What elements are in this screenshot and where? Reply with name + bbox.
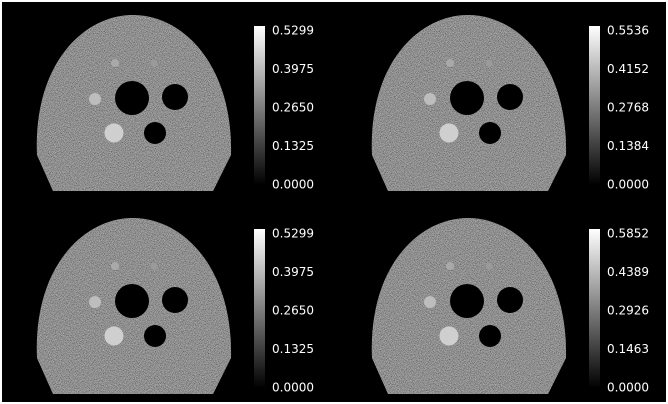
colorbar [589,229,600,388]
colorbar-tick-label: 0.1463 [607,342,649,356]
colorbar-tick-label: 0.1325 [272,342,314,356]
colorbar [589,26,600,185]
colorbar-tick-label: 0.5852 [607,227,649,241]
colorbar-tick-label: 0.0000 [607,381,649,395]
colorbar-tick-label: 0.0000 [272,381,314,395]
colorbar-tick-label: 0.3975 [272,62,314,76]
colorbar-tick-label: 0.2650 [272,101,314,115]
colorbar-tick-label: 0.5299 [272,24,314,38]
colorbar-tick-label: 0.2650 [272,304,314,318]
colorbar-tick-label: 0.5536 [607,24,649,38]
colorbar-tick-label: 0.1384 [607,139,649,153]
colorbar-tick-label: 0.0000 [272,178,314,192]
colorbar-tick-label: 0.3975 [272,265,314,279]
colorbar-tick-label: 0.5299 [272,227,314,241]
colorbar-tick-label: 0.1325 [272,139,314,153]
colorbar [254,26,265,185]
colorbar-tick-label: 0.2926 [607,304,649,318]
colorbar-tick-label: 0.0000 [607,178,649,192]
colorbar [254,229,265,388]
colorbar-tick-label: 0.4152 [607,62,649,76]
colorbar-tick-label: 0.2768 [607,101,649,115]
figure: 0.5299 0.3975 0.2650 0.1325 0.0000 0.5536 0.41… [0,0,668,404]
colorbar-tick-label: 0.4389 [607,265,649,279]
